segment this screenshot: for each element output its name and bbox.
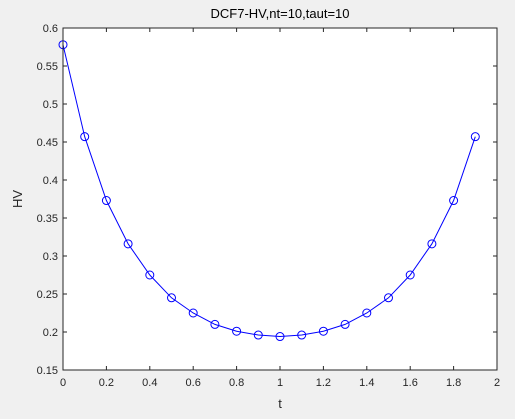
- x-tick-label: 0: [60, 377, 66, 389]
- data-point: [427, 239, 437, 249]
- y-tick-label: 0.6: [43, 23, 58, 35]
- data-point: [318, 326, 328, 336]
- data-point: [340, 319, 350, 329]
- x-tick-label: 0.2: [99, 377, 114, 389]
- data-point: [232, 326, 242, 336]
- y-tick-label: 0.45: [37, 137, 58, 149]
- series-layer: [58, 40, 480, 342]
- plot-area: [63, 28, 497, 370]
- data-point: [210, 319, 220, 329]
- series-line: [62, 44, 476, 338]
- data-point: [123, 239, 133, 249]
- data-point: [167, 293, 176, 303]
- data-point: [384, 293, 393, 303]
- y-tick-label: 0.25: [37, 289, 58, 301]
- data-point: [80, 132, 90, 142]
- data-point: [253, 330, 263, 340]
- y-axis-label: HV: [10, 190, 25, 208]
- data-point: [362, 308, 372, 318]
- x-tick-label: 1.8: [446, 377, 461, 389]
- data-point: [188, 308, 198, 318]
- y-tick-label: 0.5: [43, 99, 58, 111]
- y-axis-ticks: 0.15 0.2 0.25 0.3 0.35 0.4 0.45 0.5 0.55 0.6: [37, 23, 497, 377]
- x-tick-label: 0.4: [142, 377, 157, 389]
- x-tick-label: 1.6: [403, 377, 418, 389]
- y-tick-label: 0.35: [37, 213, 58, 225]
- y-tick-label: 0.4: [43, 175, 58, 187]
- chart-title: DCF7-HV,nt=10,taut=10: [211, 6, 350, 21]
- y-tick-label: 0.55: [37, 61, 58, 73]
- data-point: [449, 196, 459, 206]
- x-tick-label: 1.4: [359, 377, 374, 389]
- data-point: [297, 330, 307, 340]
- data-point: [145, 270, 155, 280]
- x-tick-label: 0.6: [186, 377, 201, 389]
- data-point: [101, 196, 111, 206]
- x-axis-label: t: [278, 396, 282, 411]
- y-tick-label: 0.15: [37, 365, 58, 377]
- x-tick-label: 2: [494, 377, 500, 389]
- x-tick-label: 1: [277, 377, 283, 389]
- x-tick-label: 1.2: [316, 377, 331, 389]
- x-tick-label: 0.8: [229, 377, 244, 389]
- x-axis-ticks: 0 0.2 0.4 0.6 0.8 1 1.2 1.4 1.6 1.8 2: [60, 28, 500, 389]
- data-point: [405, 270, 415, 280]
- y-tick-label: 0.3: [43, 251, 58, 263]
- y-tick-label: 0.2: [43, 327, 58, 339]
- data-point: [470, 132, 480, 142]
- data-point: [275, 332, 285, 342]
